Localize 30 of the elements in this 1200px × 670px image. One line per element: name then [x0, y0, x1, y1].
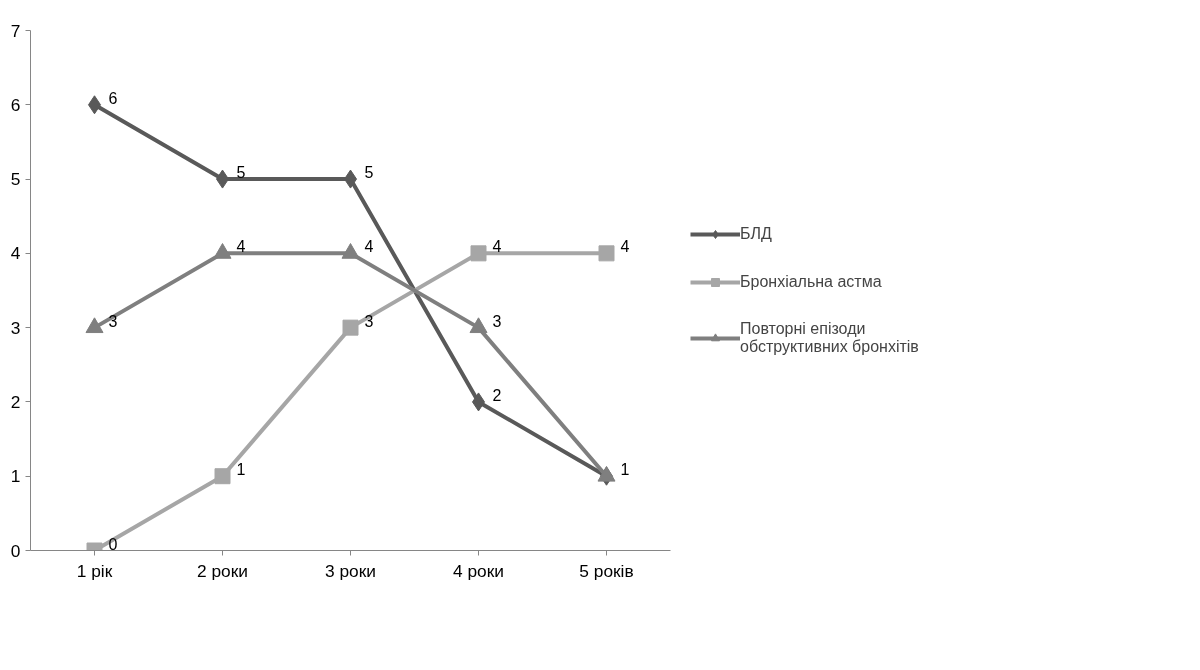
data-label: 3 [364, 312, 374, 330]
data-label: 4 [236, 238, 246, 256]
y-tick-label: 2 [10, 391, 21, 412]
data-label: 4 [364, 238, 374, 256]
y-tick-label: 1 [10, 466, 21, 487]
data-label: 4 [492, 238, 502, 256]
data-label: 5 [364, 164, 374, 182]
y-tick-label: 4 [10, 243, 21, 264]
y-tick-label: 0 [10, 540, 21, 561]
y-tick-label: 3 [10, 317, 21, 338]
x-tick-label: 1 рік [76, 560, 113, 581]
data-label: 5 [236, 164, 246, 182]
y-tick-label: 7 [10, 20, 21, 41]
data-label: 1 [620, 461, 630, 479]
data-label: 1 [236, 461, 246, 479]
x-tick-label: 5 років [579, 560, 634, 581]
data-label: 4 [620, 238, 630, 256]
data-label: 6 [108, 89, 118, 107]
y-tick-label: 5 [10, 169, 21, 190]
y-tick-label: 6 [10, 94, 21, 115]
legend-label: БЛД [740, 225, 772, 243]
data-label: 0 [108, 535, 118, 553]
x-tick-label: 2 роки [197, 560, 249, 581]
x-tick-label: 3 роки [325, 560, 377, 581]
legend-label: Повторні епізоди обструктивних бронхітів [740, 320, 919, 356]
legend-label: Бронхіальна астма [740, 273, 882, 291]
data-label: 3 [108, 312, 118, 330]
x-tick-label: 4 роки [453, 560, 505, 581]
data-label: 3 [492, 312, 502, 330]
data-label: 2 [492, 386, 502, 404]
